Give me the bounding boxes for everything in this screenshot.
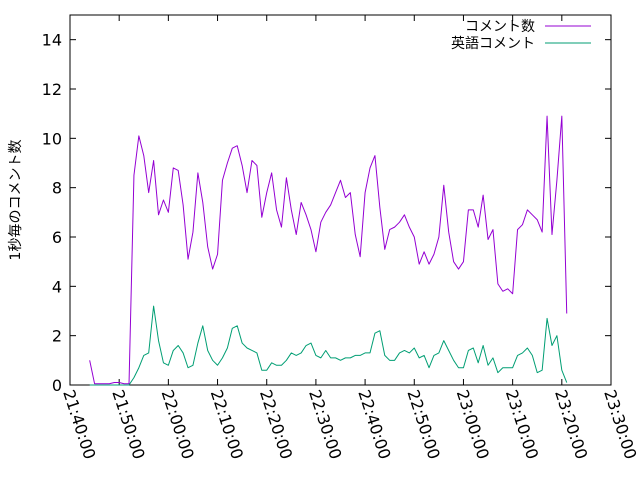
x-tick-label: 22:30:00 [305, 387, 345, 461]
x-tick-label: 22:40:00 [354, 387, 394, 461]
y-tick-label: 12 [42, 80, 62, 99]
x-tick-label: 23:20:00 [551, 387, 591, 461]
y-tick-label: 2 [52, 327, 62, 346]
x-tick-label: 23:10:00 [502, 387, 542, 461]
x-axis: 21:40:00 21:50:00 22:00:00 22:10:00 22:20:00… [59, 15, 640, 462]
y-axis: 0 2 4 6 8 10 12 14 [42, 31, 611, 395]
x-tick-label: 22:20:00 [256, 387, 296, 461]
y-tick-label: 10 [42, 129, 62, 148]
x-tick-label: 22:10:00 [207, 387, 247, 461]
legend-label-1: 英語コメント [451, 35, 535, 52]
y-axis-title: 1秒毎のコメント数 [8, 140, 24, 261]
x-tick-label: 23:00:00 [453, 387, 493, 461]
plot-frame [69, 14, 612, 386]
y-tick-label: 4 [52, 277, 62, 296]
x-tick-label: 21:40:00 [59, 387, 99, 461]
x-tick-label: 21:50:00 [108, 387, 148, 461]
series-line-1 [89, 305, 568, 386]
y-tick-label: 14 [42, 31, 62, 50]
y-tick-label: 0 [52, 376, 62, 395]
series-layer [89, 115, 568, 386]
x-tick-label: 22:00:00 [158, 387, 198, 461]
y-tick-label: 8 [52, 179, 62, 198]
series-line-0 [89, 115, 568, 385]
x-tick-label: 22:50:00 [403, 387, 443, 461]
x-tick-label: 23:30:00 [600, 387, 640, 461]
y-tick-label: 6 [52, 228, 62, 247]
legend-label-0: コメント数 [465, 19, 535, 35]
